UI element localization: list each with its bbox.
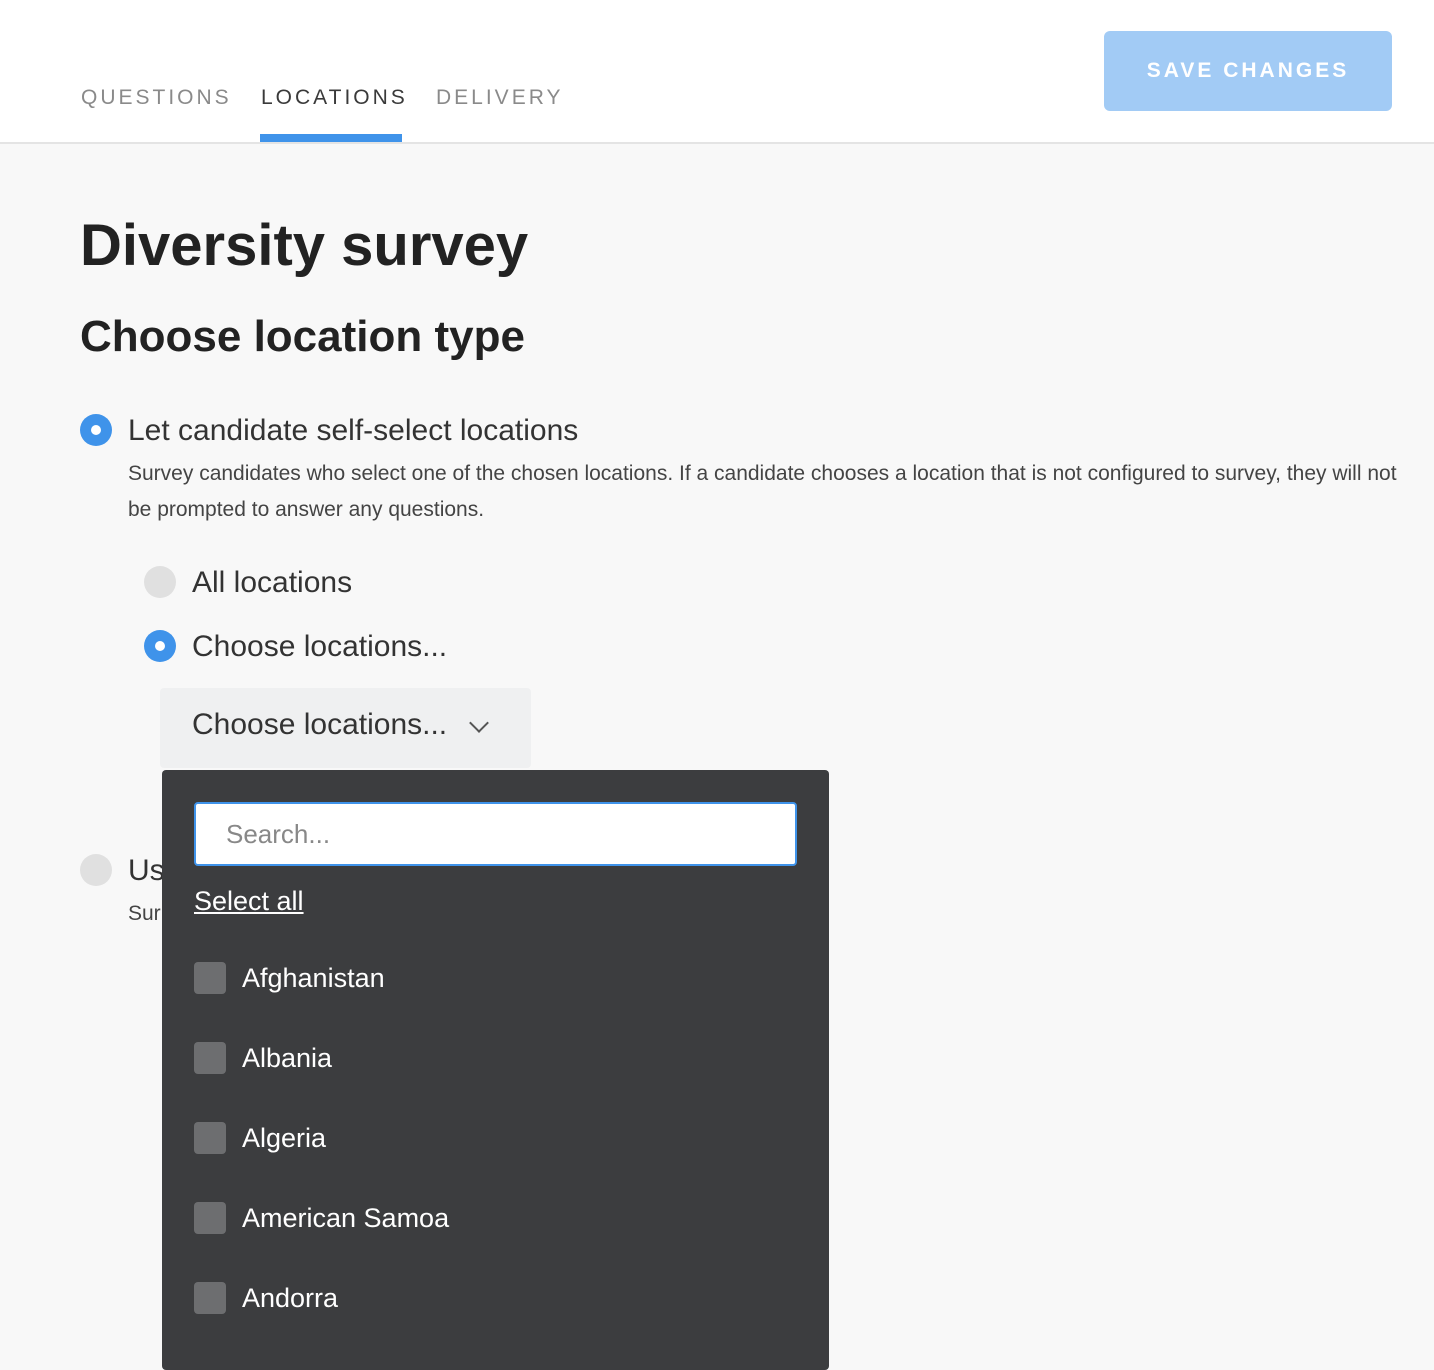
checkbox[interactable]: [194, 1282, 226, 1314]
radio-choose-locations[interactable]: [144, 630, 176, 662]
location-option-label: Afghanistan: [242, 962, 385, 993]
save-changes-button[interactable]: SAVE CHANGES: [1104, 31, 1392, 111]
radio-other-option-label: Us: [128, 854, 165, 887]
location-option-label: Andorra: [242, 1282, 339, 1313]
location-search-input[interactable]: [194, 802, 797, 866]
checkbox[interactable]: [194, 1202, 226, 1234]
radio-self-select-label: Let candidate self-select locations: [128, 414, 579, 447]
location-option-label: Albania: [242, 1042, 333, 1073]
location-option[interactable]: Andorra: [194, 1278, 338, 1318]
radio-self-select[interactable]: [80, 414, 112, 446]
radio-other-option-description: Sur: [128, 902, 161, 925]
chevron-down-icon: [469, 713, 489, 733]
locations-dropdown: Select all Afghanistan Albania Algeria A…: [162, 770, 829, 1370]
radio-self-select-description: Survey candidates who select one of the …: [128, 462, 1397, 521]
page-title: Diversity survey: [80, 213, 529, 278]
header: QUESTIONS LOCATIONS DELIVERY SAVE CHANGE…: [0, 0, 1434, 144]
radio-other-option[interactable]: [80, 854, 112, 886]
locations-select-value: Choose locations...: [192, 708, 448, 741]
location-option[interactable]: Afghanistan: [194, 958, 385, 998]
location-option-label: American Samoa: [242, 1202, 450, 1233]
radio-choose-locations-label: Choose locations...: [192, 630, 448, 663]
checkbox[interactable]: [194, 962, 226, 994]
radio-all-locations-label: All locations: [192, 566, 353, 599]
checkbox[interactable]: [194, 1122, 226, 1154]
select-all-link[interactable]: Select all: [194, 886, 304, 916]
tab-locations[interactable]: LOCATIONS: [261, 86, 408, 109]
location-option-label: Algeria: [242, 1122, 327, 1153]
radio-all-locations[interactable]: [144, 566, 176, 598]
active-tab-indicator: [260, 134, 402, 142]
checkbox[interactable]: [194, 1042, 226, 1074]
tab-questions[interactable]: QUESTIONS: [81, 86, 232, 109]
locations-select[interactable]: Choose locations...: [160, 688, 531, 768]
location-option[interactable]: Albania: [194, 1038, 332, 1078]
location-option[interactable]: American Samoa: [194, 1198, 449, 1238]
location-option[interactable]: Algeria: [194, 1118, 326, 1158]
tab-delivery[interactable]: DELIVERY: [436, 86, 564, 109]
section-title: Choose location type: [80, 312, 525, 361]
